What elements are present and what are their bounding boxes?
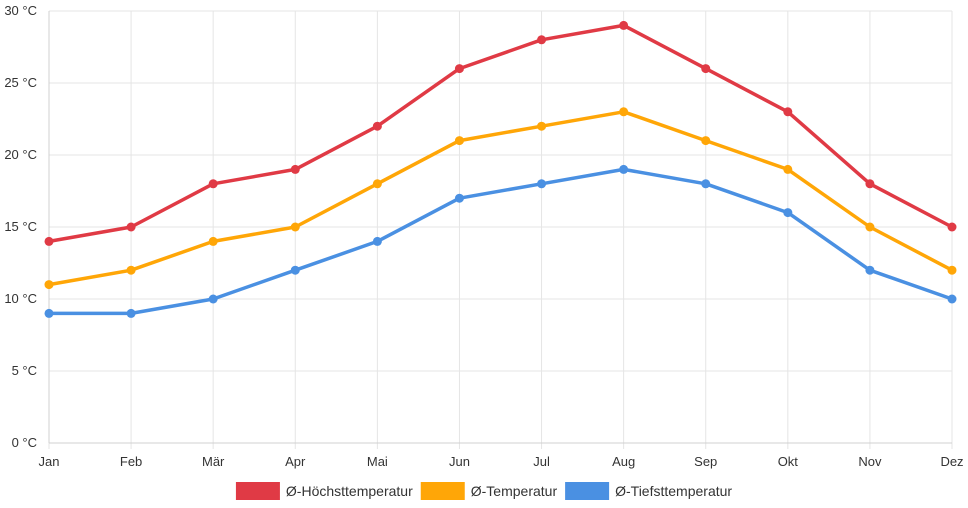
data-point[interactable]	[947, 265, 957, 275]
data-point[interactable]	[126, 222, 136, 232]
legend-item[interactable]: Ø-Tiefsttemperatur	[565, 482, 732, 500]
data-point[interactable]	[44, 236, 54, 246]
series-1	[44, 107, 957, 290]
series-line	[47, 167, 954, 316]
data-point[interactable]	[619, 107, 629, 117]
data-point[interactable]	[290, 265, 300, 275]
grid	[48, 10, 953, 449]
data-point[interactable]	[372, 236, 382, 246]
data-point[interactable]	[290, 222, 300, 232]
y-tick-label: 10 °C	[4, 291, 37, 306]
data-point[interactable]	[701, 136, 711, 146]
legend-swatch	[235, 482, 280, 500]
x-tick-label: Jan	[39, 454, 60, 469]
data-point[interactable]	[865, 222, 875, 232]
data-point[interactable]	[537, 179, 547, 189]
data-point[interactable]	[701, 64, 711, 74]
series-line	[47, 110, 954, 287]
data-point[interactable]	[701, 179, 711, 189]
y-tick-label: 20 °C	[4, 147, 37, 162]
x-tick-label: Jun	[449, 454, 470, 469]
data-point[interactable]	[783, 208, 793, 218]
legend-label: Ø-Höchsttemperatur	[286, 483, 413, 499]
y-tick-label: 5 °C	[12, 363, 37, 378]
y-tick-label: 30 °C	[4, 3, 37, 18]
data-point[interactable]	[454, 64, 464, 74]
data-point[interactable]	[454, 193, 464, 203]
data-point[interactable]	[947, 294, 957, 304]
legend-swatch	[420, 482, 465, 500]
data-point[interactable]	[44, 280, 54, 290]
data-point[interactable]	[44, 308, 54, 318]
data-point[interactable]	[537, 121, 547, 131]
legend: Ø-Höchsttemperatur Ø-Temperatur Ø-Tiefstte…	[235, 482, 732, 500]
x-tick-label: Okt	[778, 454, 799, 469]
legend-item[interactable]: Ø-Temperatur	[420, 482, 558, 500]
x-tick-label: Mär	[202, 454, 225, 469]
data-point[interactable]	[947, 222, 957, 232]
data-point[interactable]	[783, 107, 793, 117]
x-tick-label: Dez	[940, 454, 963, 469]
data-point[interactable]	[537, 35, 547, 45]
data-point[interactable]	[126, 308, 136, 318]
data-point[interactable]	[208, 179, 218, 189]
series-0	[44, 20, 957, 246]
data-point[interactable]	[290, 164, 300, 174]
data-point[interactable]	[208, 236, 218, 246]
x-tick-label: Sep	[694, 454, 717, 469]
data-point[interactable]	[865, 265, 875, 275]
data-point[interactable]	[454, 136, 464, 146]
data-point[interactable]	[783, 164, 793, 174]
data-point[interactable]	[619, 20, 629, 30]
data-point[interactable]	[865, 179, 875, 189]
legend-item[interactable]: Ø-Höchsttemperatur	[235, 482, 413, 500]
x-tick-label: Jul	[533, 454, 550, 469]
x-tick-label: Mai	[367, 454, 388, 469]
x-tick-label: Feb	[120, 454, 142, 469]
legend-label: Ø-Temperatur	[471, 483, 558, 499]
x-tick-label: Nov	[858, 454, 882, 469]
series-2	[44, 164, 957, 318]
y-tick-label: 0 °C	[12, 435, 37, 450]
axes: 0 °C 5 °C 10 °C 15 °C 20 °C 25 °C 30 °C Jan Feb M…	[4, 3, 963, 469]
series-lines	[44, 20, 957, 318]
data-point[interactable]	[208, 294, 218, 304]
y-tick-label: 15 °C	[4, 219, 37, 234]
data-point[interactable]	[619, 164, 629, 174]
legend-swatch	[565, 482, 610, 500]
x-tick-label: Aug	[612, 454, 635, 469]
y-tick-label: 25 °C	[4, 75, 37, 90]
x-tick-label: Apr	[285, 454, 306, 469]
data-point[interactable]	[126, 265, 136, 275]
series-line	[47, 23, 954, 244]
data-point[interactable]	[372, 179, 382, 189]
data-point[interactable]	[372, 121, 382, 131]
legend-label: Ø-Tiefsttemperatur	[615, 483, 732, 499]
